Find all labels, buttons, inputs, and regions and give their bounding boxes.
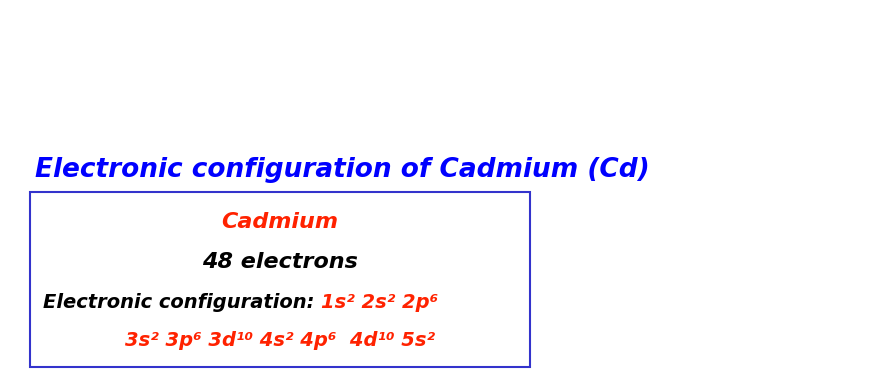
Text: 1s² 2s² 2p⁶: 1s² 2s² 2p⁶	[321, 293, 438, 311]
Text: Electronic configuration:: Electronic configuration:	[43, 293, 321, 311]
Text: 3s² 3p⁶ 3d¹⁰ 4s² 4p⁶  4d¹⁰ 5s²: 3s² 3p⁶ 3d¹⁰ 4s² 4p⁶ 4d¹⁰ 5s²	[125, 331, 435, 349]
Text: Cadmium: Cadmium	[221, 212, 338, 232]
Text: Electronic configuration of Cadmium (Cd): Electronic configuration of Cadmium (Cd)	[35, 157, 649, 183]
Text: 48 electrons: 48 electrons	[202, 252, 357, 272]
